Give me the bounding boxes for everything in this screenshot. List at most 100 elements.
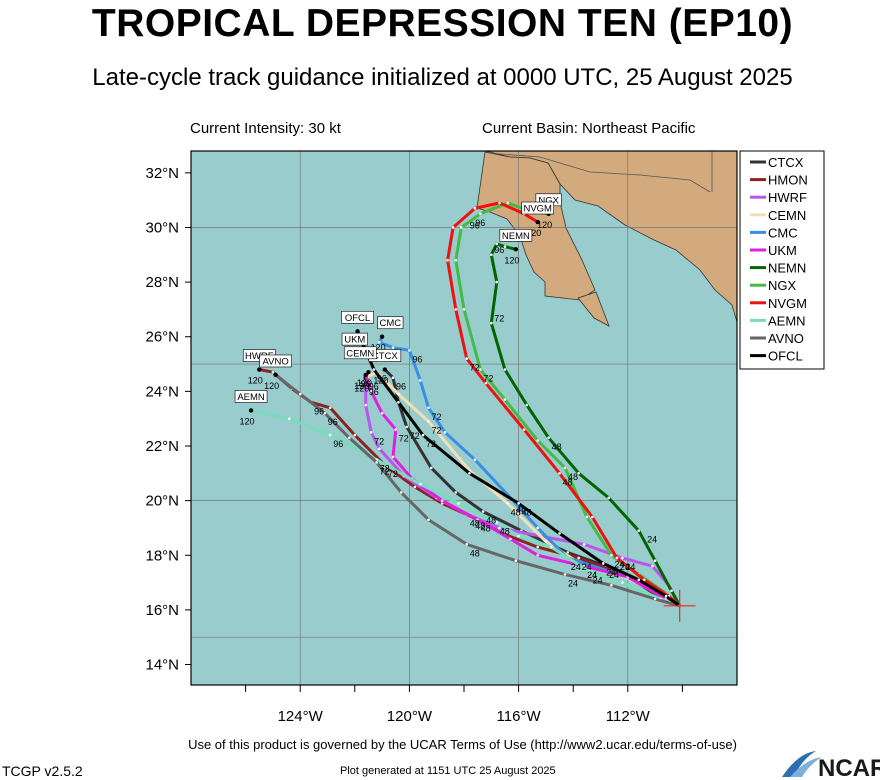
track-point-ukm [476,518,479,522]
track-point-ukm [391,455,395,459]
legend-label-nvgm: NVGM [768,296,807,311]
lead-label-72-avno: 72 [380,466,390,476]
lead-label-96-hwrf: 96 [369,387,379,397]
track-point-ngx [479,368,482,371]
lead-label-24-ofcl: 24 [606,567,616,577]
y-tick-label: 14°N [145,657,179,674]
model-tag-ctcx: CTCX [372,351,399,362]
lead-label-120-aemn: 120 [240,416,255,426]
track-point-ngx [462,308,466,311]
track-point-nvgm [454,308,458,311]
lead-label-120-nvgm: 120 [526,228,541,238]
lead-label-120-ctcx: 120 [373,376,388,386]
lead-label-72-nvgm: 72 [470,363,480,373]
track-point-avno [298,392,302,396]
lead-label-24-cmc: 24 [571,562,581,572]
model-tag-box-nvgm [521,201,555,215]
model-tag-box-aemn [234,390,268,403]
lead-label-72-ofcl: 72 [426,439,436,449]
lead-label-48-hwrf: 48 [470,518,480,528]
track-point-ctcx [566,551,570,554]
land-baja-tip [577,291,610,327]
legend-label-ctcx: CTCX [768,155,804,170]
track-end-nemn [513,247,519,252]
model-tag-cmc: CMC [379,318,401,329]
track-point-hwrf [498,526,501,530]
track-point-nemn [637,529,641,532]
track-point-ctcx [405,425,408,429]
map-axes: 124°W 120°W 116°W 112°W 14°N 16°N 18°N 20°N 22°N… [145,165,683,725]
lead-label-48-ngx: 48 [568,472,578,482]
track-point-ngx [479,212,482,216]
track-point-nvgm [591,515,594,519]
track-point-nvgm [522,428,526,431]
model-tag-avno: AVNO [263,356,289,367]
y-tick-label: 32°N [145,165,179,182]
lead-label-120-cmc: 120 [371,343,386,353]
lead-label-48-avno: 48 [470,548,480,558]
track-point-ngx [610,553,613,557]
track-point-ofcl [601,562,605,565]
model-tag-box-cemn [343,346,377,360]
track-point-aemn [517,534,520,538]
track-point-nemn [495,242,499,246]
track-point-aemn [588,570,591,573]
model-tag-box-cmc [377,316,404,330]
track-map: 1202448729612024487296120244872961202448… [145,150,825,725]
track-point-ukm [440,499,444,502]
track-point-hwrf [651,564,654,568]
model-tag-box-avno [259,354,292,368]
track-point-ctcx [481,510,485,513]
track-point-hmon [353,433,357,437]
lead-label-120-hwrf: 120 [357,378,372,388]
track-point-nvgm [451,226,455,229]
track-point-cemn [506,502,509,505]
track-point-ngx [454,258,458,262]
model-tag-ofcl: OFCL [345,313,370,324]
lead-label-96-ukm: 96 [361,379,371,389]
lead-label-120-hmon: 120 [248,376,263,386]
track-point-nemn [503,368,507,371]
track-point-nemn [490,321,493,325]
lead-label-24-aemn: 24 [593,576,603,586]
track-point-aemn [419,482,422,486]
track-point-ngx [563,466,567,470]
track-point-nemn [653,559,657,563]
lead-label-120-avno: 120 [264,381,279,391]
x-tick-label: 116°W [497,708,542,725]
track-end-nvgm [535,219,540,225]
track-point-avno [653,597,657,601]
lead-label-72-nemn: 72 [494,313,504,323]
y-tick-label: 28°N [145,274,179,291]
chart-subtitle: Late-cycle track guidance initialized at… [92,64,793,91]
track-point-ctcx [454,491,458,494]
legend-label-ofcl: OFCL [768,349,803,364]
current-basin: Current Basin: Northeast Pacific [482,120,696,137]
lead-label-72-cmc: 72 [432,412,442,422]
track-point-hwrf [364,403,368,407]
lead-label-48-hmon: 48 [475,521,485,531]
track-point-nvgm [465,357,469,360]
track-point-avno [348,436,351,440]
lead-label-120-ukm: 120 [354,381,369,391]
y-tick-label: 20°N [145,493,179,510]
y-tick-label: 26°N [145,329,179,346]
track-point-cemn [427,420,430,423]
track-point-aemn [621,581,624,584]
model-tag-box-ofcl [341,310,374,324]
y-tick-label: 16°N [145,602,179,619]
lead-label-120-nemn: 120 [504,255,519,265]
track-point-avno [427,518,430,522]
lead-label-48-ofcl: 48 [522,507,532,517]
y-tick-label: 22°N [145,438,179,455]
track-point-ctcx [391,376,395,380]
lead-label-48-aemn: 48 [500,526,510,536]
track-point-ofcl [637,578,641,582]
track-point-ofcl [421,433,425,437]
track-end-hwrf [366,370,371,375]
model-tag-box-nemn [499,229,533,242]
model-tag-cemn: CEMN [346,348,374,359]
track-line-ukm [364,373,682,608]
track-point-ukm [369,390,373,393]
lead-label-24-nvgm: 24 [620,562,630,572]
